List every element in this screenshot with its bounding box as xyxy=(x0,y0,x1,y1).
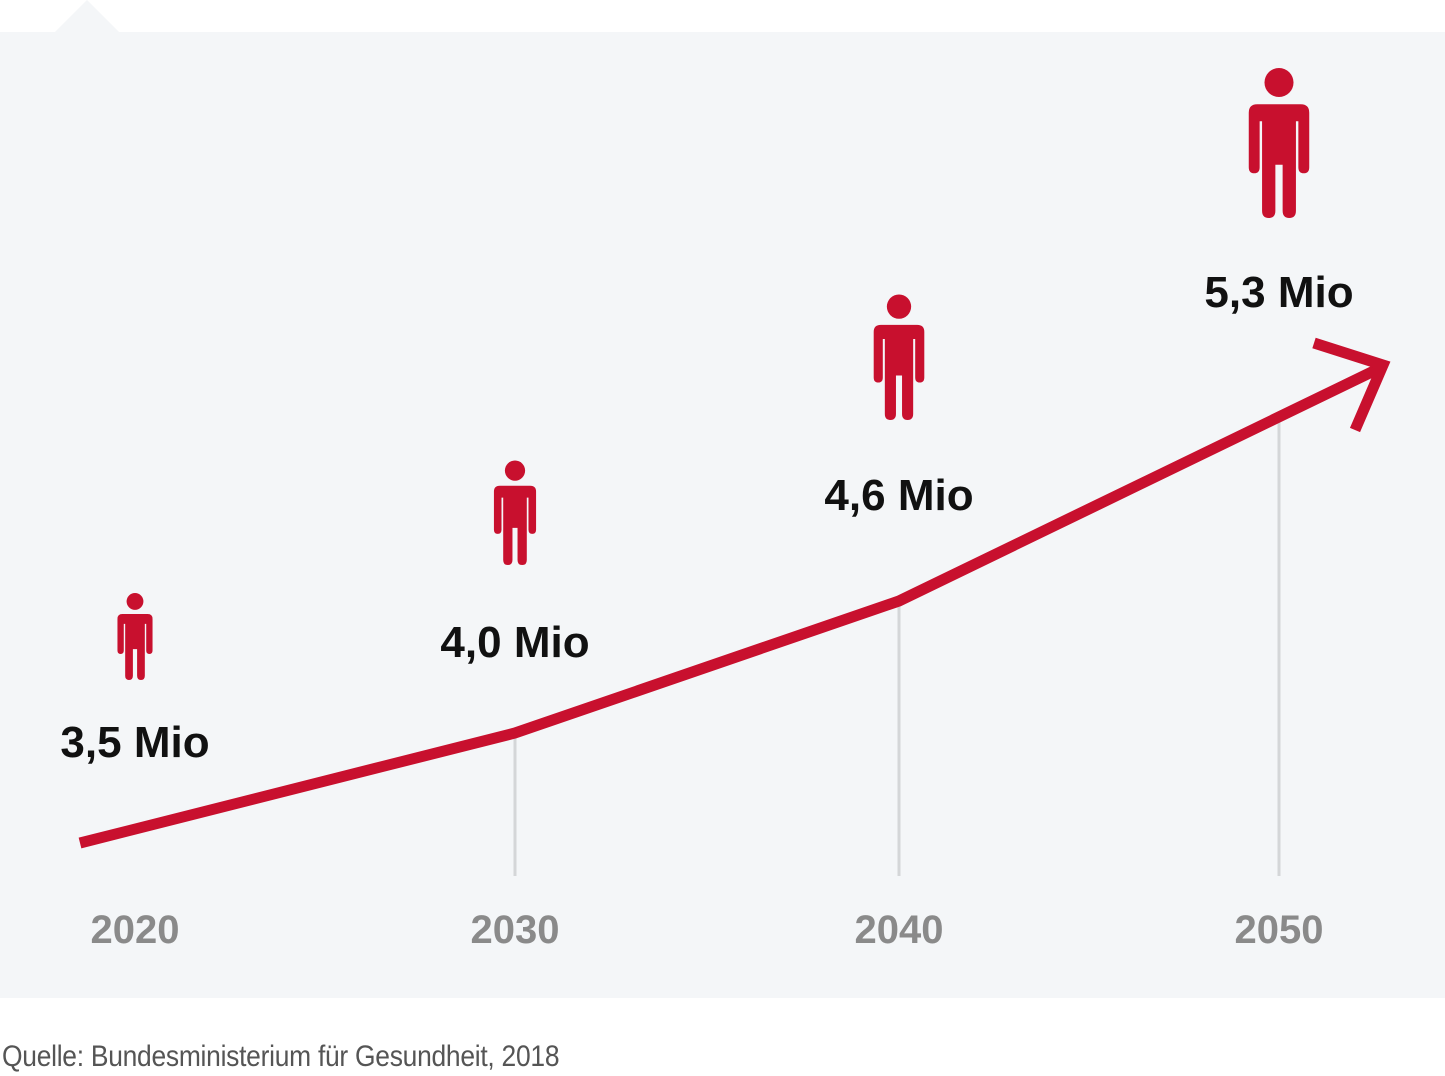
person-icon-2020 xyxy=(117,593,153,680)
panel-tab-notch xyxy=(55,0,119,32)
person-icon-2030 xyxy=(493,460,537,565)
x-tick-2040: 2040 xyxy=(855,908,944,952)
chart-panel xyxy=(0,32,1445,998)
trend-arrow-head xyxy=(1312,337,1391,433)
x-tick-2020: 2020 xyxy=(91,908,180,952)
data-label-2020: 3,5 Mio xyxy=(60,718,209,767)
x-tick-2030: 2030 xyxy=(471,908,560,952)
data-label-2030: 4,0 Mio xyxy=(440,618,589,667)
data-label-2050: 5,3 Mio xyxy=(1204,268,1353,317)
source-note: Quelle: Bundesministerium für Gesundheit… xyxy=(2,1040,560,1073)
data-label-2040: 4,6 Mio xyxy=(824,471,973,520)
x-tick-2050: 2050 xyxy=(1235,908,1324,952)
guidelines xyxy=(513,420,1281,876)
person-icon-2050 xyxy=(1248,68,1310,218)
x-axis-ticks: 2020 2030 2040 2050 xyxy=(91,908,1324,952)
person-icons xyxy=(117,68,1310,680)
value-labels: 3,5 Mio 4,0 Mio 4,6 Mio 5,3 Mio xyxy=(60,268,1353,767)
person-icon-2040 xyxy=(873,294,925,420)
trend-line-group xyxy=(78,337,1391,849)
trend-line xyxy=(78,363,1383,849)
